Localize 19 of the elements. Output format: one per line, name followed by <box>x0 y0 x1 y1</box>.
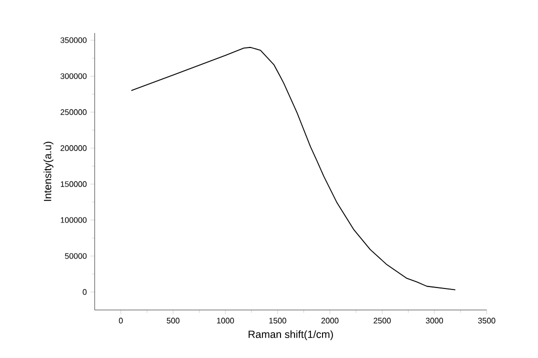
y-tick-label: 100000 <box>60 217 87 223</box>
line-series <box>130 46 456 290</box>
x-tick-label: 2000 <box>321 318 338 324</box>
x-tick-label: 3000 <box>426 318 444 324</box>
x-tick-label: 2500 <box>374 318 391 324</box>
x-tick-label: 1000 <box>217 318 234 324</box>
x-axis-title: Raman shift(1/cm) <box>248 330 333 340</box>
y-tick-label: 250000 <box>60 109 87 115</box>
y-axis-title: Intensity(a.u) <box>44 142 54 201</box>
y-tick-label: 200000 <box>60 145 87 151</box>
y-tick-label: 300000 <box>60 73 87 79</box>
y-tick-label: 50000 <box>64 253 87 259</box>
y-tick-label: 350000 <box>60 37 87 44</box>
x-tick-label: 3500 <box>478 318 496 324</box>
y-tick-label: 150000 <box>60 181 87 187</box>
y-tick-label: 0 <box>82 289 87 295</box>
x-tick-label: 1500 <box>269 318 286 324</box>
x-tick-label: 500 <box>166 318 180 324</box>
x-tick-label: 0 <box>118 318 123 324</box>
